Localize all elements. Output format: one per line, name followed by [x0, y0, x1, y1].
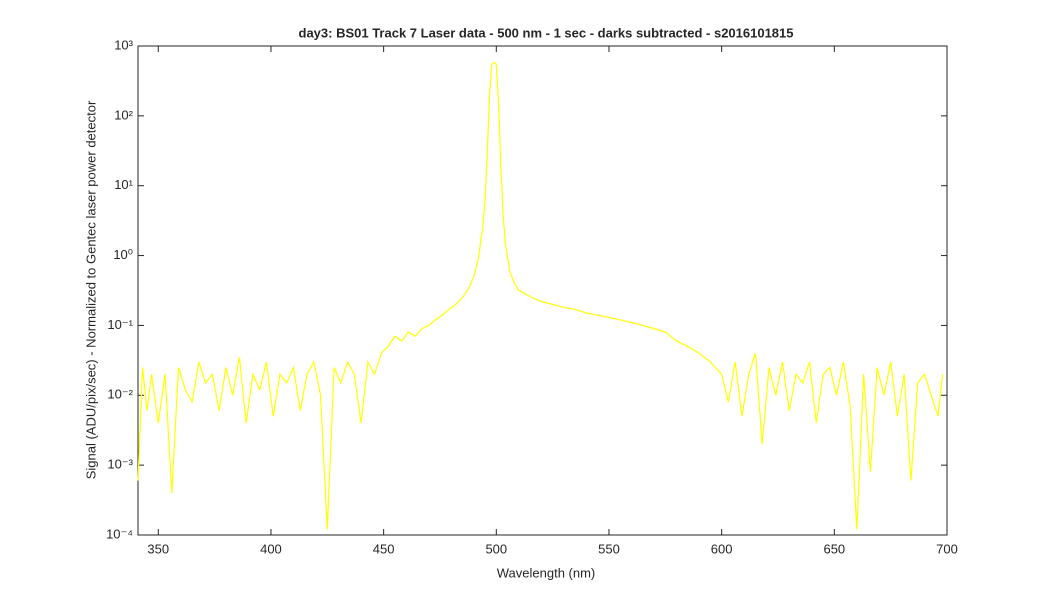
y-tick-label: 10²: [114, 107, 133, 122]
x-tick-label: 350: [147, 541, 169, 556]
x-tick-label: 600: [711, 541, 733, 556]
y-tick-label: 10⁻⁴: [106, 526, 133, 541]
y-axis-label: Signal (ADU/pix/sec) - Normalized to Gen…: [83, 100, 98, 479]
x-tick-label: 550: [598, 541, 620, 556]
chart-title: day3: BS01 Track 7 Laser data - 500 nm -…: [299, 25, 794, 40]
y-tick-label: 10⁻³: [107, 457, 133, 472]
x-tick-label: 400: [260, 541, 282, 556]
plot-frame: [137, 45, 948, 536]
y-tick-label: 10⁻¹: [107, 317, 133, 332]
x-tick-label: 450: [373, 541, 395, 556]
data-line: [137, 61, 944, 530]
y-tick-label: 10³: [114, 37, 133, 52]
y-tick-label: 10¹: [114, 177, 133, 192]
y-tick-label: 10⁻²: [107, 387, 133, 402]
x-axis-label: Wavelength (nm): [497, 565, 596, 580]
x-tick-label: 500: [485, 541, 507, 556]
y-tick-label: 10⁰: [113, 247, 133, 262]
x-tick-label: 700: [936, 541, 958, 556]
x-tick-label: 650: [823, 541, 845, 556]
